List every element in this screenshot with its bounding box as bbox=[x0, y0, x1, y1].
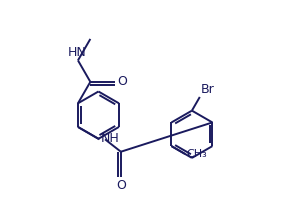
Text: O: O bbox=[117, 75, 127, 88]
Text: O: O bbox=[116, 179, 126, 192]
Text: NH: NH bbox=[101, 132, 119, 145]
Text: CH₃: CH₃ bbox=[186, 149, 207, 159]
Text: HN: HN bbox=[67, 46, 86, 59]
Text: Br: Br bbox=[201, 83, 215, 96]
